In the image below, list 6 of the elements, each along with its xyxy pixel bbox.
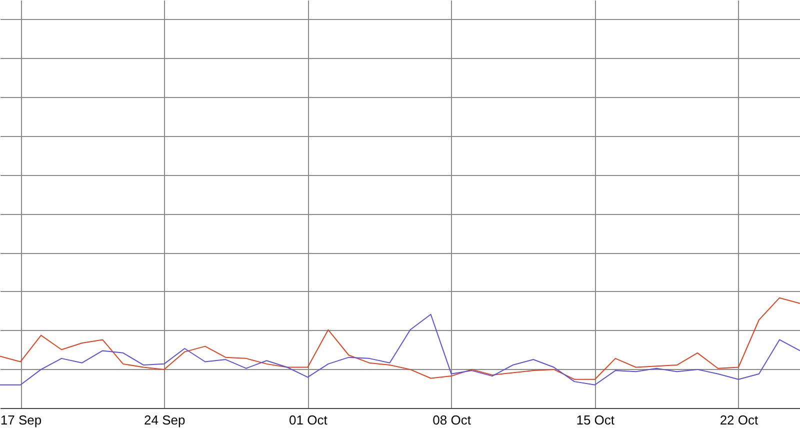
x-tick-label: 24 Sep [144,412,186,428]
x-tick-label: 08 Oct [432,412,472,428]
x-tick-label: 22 Oct [720,412,758,428]
x-tick-label: 15 Oct [576,412,615,428]
x-tick-label: 01 Oct [289,412,328,428]
x-tick-label: 17 Sep [0,412,42,428]
